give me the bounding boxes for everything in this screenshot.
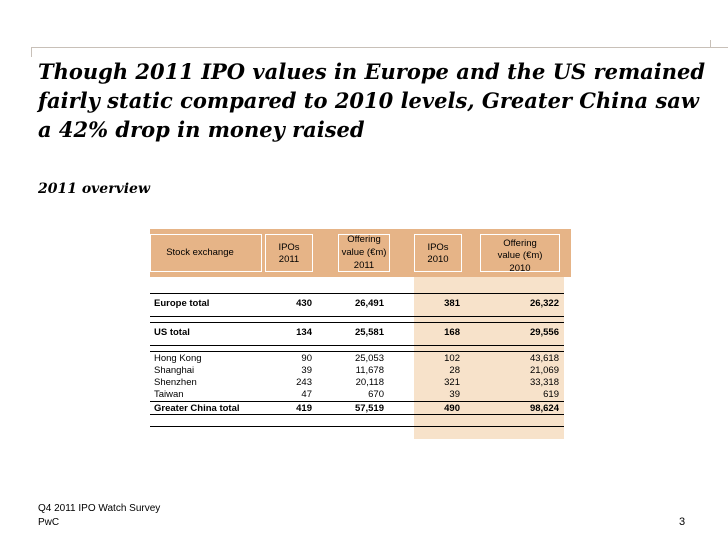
page-number: 3 (679, 516, 686, 528)
left-divider-tick (31, 47, 32, 57)
row-value-2010: 98,624 (529, 403, 559, 414)
row-ipos-2010: 490 (444, 403, 460, 414)
row-value-2010: 33,318 (529, 377, 559, 388)
row-exchange-name: Europe total (154, 298, 210, 309)
row-divider (150, 316, 564, 317)
header-stock-exchange: Stock exchange (166, 247, 234, 258)
row-divider (150, 426, 564, 427)
row-exchange-name: Taiwan (154, 389, 184, 400)
row-exchange-name: Hong Kong (154, 353, 202, 364)
row-value-2010: 26,322 (529, 298, 559, 309)
row-ipos-2010: 381 (444, 298, 460, 309)
row-divider (150, 322, 564, 323)
row-ipos-2010: 39 (449, 389, 460, 400)
row-ipos-2011: 134 (296, 327, 312, 338)
row-ipos-2011: 39 (301, 365, 312, 376)
top-divider (31, 47, 728, 48)
row-ipos-2010: 321 (444, 377, 460, 388)
header-value-2011-line1: Offering (347, 234, 381, 245)
header-ipos-2010-line1: IPOs (427, 242, 449, 253)
row-divider (150, 345, 564, 346)
row-divider (150, 414, 564, 415)
row-ipos-2011: 243 (296, 377, 312, 388)
row-ipos-2011: 419 (296, 403, 312, 414)
row-value-2010: 619 (543, 389, 559, 400)
row-value-2011: 25,053 (354, 353, 384, 364)
header-value-2010-line3: 2010 (509, 263, 531, 274)
row-value-2010: 43,618 (529, 353, 559, 364)
header-box-ipos-2010 (414, 234, 462, 272)
row-value-2011: 670 (368, 389, 384, 400)
header-box-exchange (150, 234, 262, 272)
header-ipos-2011-line2: 2011 (278, 254, 300, 265)
row-value-2011: 25,581 (354, 327, 384, 338)
row-exchange-name: Greater China total (154, 403, 240, 414)
right-divider-tick (710, 40, 711, 47)
row-value-2010: 29,556 (529, 327, 559, 338)
footer-company: PwC (38, 517, 60, 528)
row-exchange-name: US total (154, 327, 190, 338)
ipo-overview-table: Stock exchange IPOs 2011 Offering value … (150, 229, 571, 439)
row-exchange-name: Shenzhen (154, 377, 197, 388)
header-ipos-2011-line1: IPOs (278, 242, 300, 253)
header-box-ipos-2011 (265, 234, 313, 272)
column-2010-shade (414, 277, 564, 439)
row-divider (150, 293, 564, 294)
section-subtitle: 2011 overview (38, 181, 151, 197)
row-ipos-2010: 168 (444, 327, 460, 338)
row-divider (150, 351, 564, 352)
row-ipos-2011: 47 (301, 389, 312, 400)
header-box-value-2010 (480, 234, 560, 272)
slide-title: Though 2011 IPO values in Europe and the… (38, 59, 706, 142)
header-value-2010-line1: Offering (503, 238, 537, 249)
row-value-2011: 26,491 (354, 298, 384, 309)
row-ipos-2010: 28 (449, 365, 460, 376)
row-value-2011: 57,519 (354, 403, 384, 414)
table-header-band (150, 229, 571, 277)
header-value-2011-line2: value (€m) (341, 247, 387, 258)
row-value-2011: 11,678 (355, 365, 384, 376)
row-ipos-2011: 430 (296, 298, 312, 309)
row-ipos-2010: 102 (444, 353, 460, 364)
row-value-2011: 20,118 (355, 377, 384, 388)
row-value-2010: 21,069 (529, 365, 559, 376)
row-exchange-name: Shanghai (154, 365, 195, 376)
row-divider (150, 401, 564, 402)
footer-survey-name: Q4 2011 IPO Watch Survey (38, 503, 161, 514)
header-box-value-2011 (338, 234, 390, 272)
header-value-2010-line2: value (€m) (497, 250, 543, 261)
header-value-2011-line3: 2011 (353, 260, 375, 271)
header-ipos-2010-line2: 2010 (427, 254, 449, 265)
row-ipos-2011: 90 (301, 353, 312, 364)
